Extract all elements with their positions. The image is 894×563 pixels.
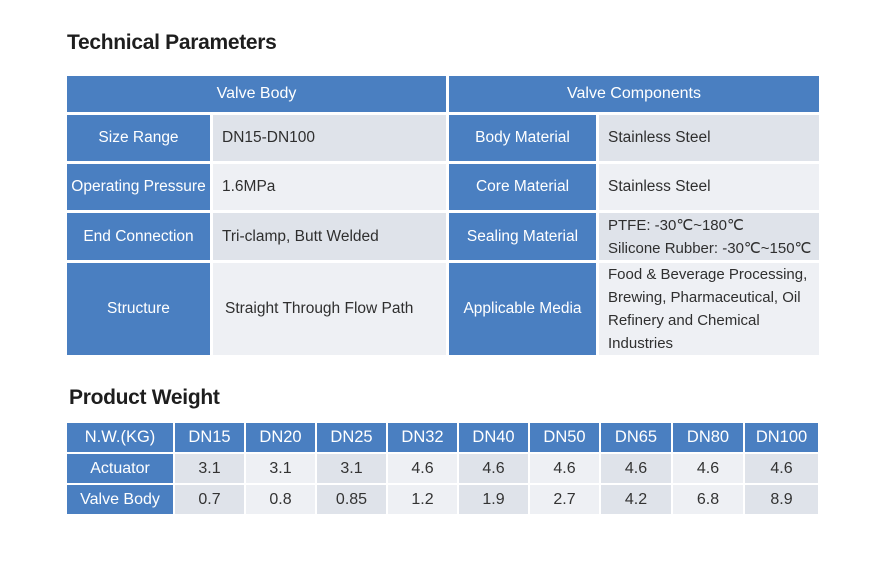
weight-header-size: DN32 (386, 421, 459, 454)
valve-components-header: Valve Components (446, 73, 822, 115)
weight-row-label: Actuator (65, 452, 175, 485)
weight-cell: 1.9 (457, 483, 530, 516)
core-material-value: Stainless Steel (596, 161, 822, 213)
weight-cell: 1.2 (386, 483, 459, 516)
weight-header-size: DN100 (743, 421, 820, 454)
weight-cell: 4.6 (457, 452, 530, 485)
structure-value: Straight Through Flow Path (210, 260, 449, 358)
weight-cell: 3.1 (315, 452, 388, 485)
weight-row-label: Valve Body (65, 483, 175, 516)
weight-header-label: N.W.(KG) (65, 421, 175, 454)
product-weight-title: Product Weight (69, 386, 220, 409)
applicable-media-line: Food & Beverage Processing, (608, 266, 808, 283)
applicable-media-line: Refinery and Chemical Industries (608, 312, 760, 352)
weight-cell: 6.8 (671, 483, 745, 516)
weight-cell: 8.9 (743, 483, 820, 516)
size-range-value: DN15-DN100 (210, 112, 449, 164)
body-material-label: Body Material (446, 112, 599, 164)
structure-label: Structure (64, 260, 213, 358)
weight-cell: 4.6 (386, 452, 459, 485)
weight-cell: 2.7 (528, 483, 601, 516)
sealing-material-value: PTFE: -30℃~180℃ Silicone Rubber: -30℃~15… (596, 210, 822, 263)
valve-body-header: Valve Body (64, 73, 449, 115)
sealing-material-line: PTFE: -30℃~180℃ (608, 216, 744, 234)
weight-cell: 0.8 (244, 483, 317, 516)
sealing-material-line: Silicone Rubber: -30℃~150℃ (608, 239, 812, 257)
size-range-label: Size Range (64, 112, 213, 164)
weight-header-size: DN40 (457, 421, 530, 454)
weight-cell: 3.1 (244, 452, 317, 485)
applicable-media-label: Applicable Media (446, 260, 599, 358)
weight-header-size: DN50 (528, 421, 601, 454)
weight-cell: 4.2 (599, 483, 673, 516)
weight-header-size: DN15 (173, 421, 246, 454)
applicable-media-line: Brewing, Pharmaceutical, Oil (608, 289, 801, 306)
weight-cell: 4.6 (599, 452, 673, 485)
sealing-material-label: Sealing Material (446, 210, 599, 263)
end-connection-value: Tri-clamp, Butt Welded (210, 210, 449, 263)
weight-cell: 0.7 (173, 483, 246, 516)
weight-header-size: DN65 (599, 421, 673, 454)
weight-cell: 3.1 (173, 452, 246, 485)
weight-header-size: DN20 (244, 421, 317, 454)
operating-pressure-value: 1.6MPa (210, 161, 449, 213)
weight-cell: 4.6 (528, 452, 601, 485)
weight-cell: 0.85 (315, 483, 388, 516)
end-connection-label: End Connection (64, 210, 213, 263)
technical-parameters-table: Valve Body Valve Components Size Range D… (64, 73, 822, 358)
operating-pressure-label: Operating Pressure (64, 161, 213, 213)
weight-cell: 4.6 (671, 452, 745, 485)
core-material-label: Core Material (446, 161, 599, 213)
weight-header-size: DN25 (315, 421, 388, 454)
weight-header-size: DN80 (671, 421, 745, 454)
applicable-media-value: Food & Beverage Processing, Brewing, Pha… (596, 260, 822, 358)
product-weight-table: N.W.(KG) DN15 DN20 DN25 DN32 DN40 DN50 DN65 DN80… (65, 421, 820, 516)
technical-parameters-title: Technical Parameters (67, 31, 277, 54)
weight-cell: 4.6 (743, 452, 820, 485)
body-material-value: Stainless Steel (596, 112, 822, 164)
